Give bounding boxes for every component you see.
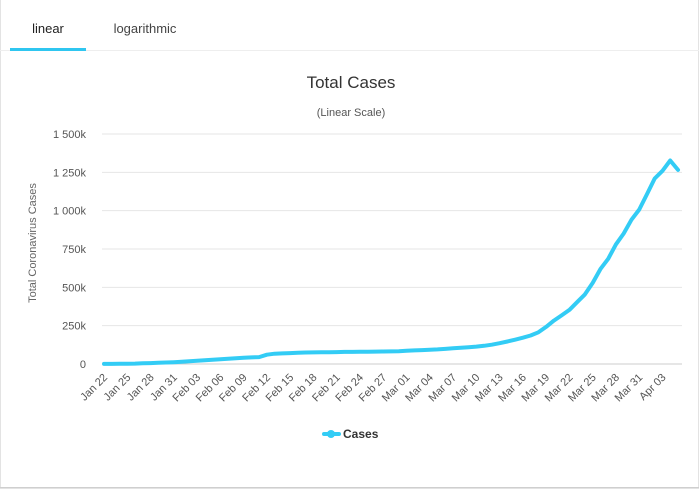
- panel-bottom-border: [0, 487, 699, 488]
- y-tick-label: 1 000k: [53, 206, 87, 218]
- tab-linear[interactable]: linear: [32, 21, 64, 36]
- scale-tabs: linear logarithmic: [0, 0, 699, 51]
- tab-logarithmic[interactable]: logarithmic: [113, 21, 177, 36]
- legend-label-cases: Cases: [343, 427, 379, 441]
- chart-subtitle: (Linear Scale): [317, 107, 385, 119]
- legend-marker-cases: [327, 430, 335, 438]
- chart-title: Total Cases: [307, 73, 396, 92]
- y-axis-title: Total Coronavirus Cases: [27, 183, 39, 303]
- legend[interactable]: Cases: [322, 427, 379, 441]
- y-tick-label: 250k: [62, 321, 86, 333]
- grid-lines: [102, 133, 682, 365]
- y-tick-label: 750k: [62, 244, 86, 256]
- x-tick-label: Apr 03: [637, 372, 668, 403]
- y-tick-label: 1 250k: [53, 167, 87, 179]
- active-tab-indicator: [10, 48, 86, 51]
- y-axis-ticks: 0 250k 500k 750k 1 000k 1 250k 1 500k: [53, 129, 87, 371]
- series-line-cases: [102, 158, 680, 366]
- y-tick-label: 500k: [62, 282, 86, 294]
- y-tick-label: 1 500k: [53, 129, 87, 141]
- y-tick-label: 0: [80, 359, 86, 371]
